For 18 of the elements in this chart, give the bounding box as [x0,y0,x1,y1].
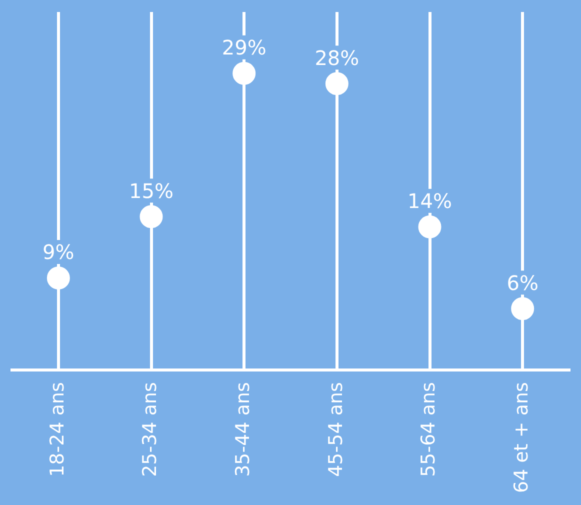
data-label: 14% [408,189,452,214]
point [46,266,70,290]
point [325,72,348,96]
point [418,215,442,238]
point [140,205,163,228]
x-tick-label: 55-64 ans [418,382,440,477]
point [511,297,534,320]
x-tick-label: 64 et + ans [510,382,533,494]
x-tick-label: 18-24 ans [46,382,68,477]
point [232,62,256,85]
data-label: 28% [314,46,360,70]
data-label: 15% [129,178,174,203]
data-label: 9% [42,240,74,264]
data-label: 6% [506,270,538,295]
data-label: 29% [222,36,266,60]
x-tick-label: 25-34 ans [139,382,162,477]
x-tick-label: 45-54 ans [324,382,347,477]
x-tick-label: 35-44 ans [232,382,254,477]
